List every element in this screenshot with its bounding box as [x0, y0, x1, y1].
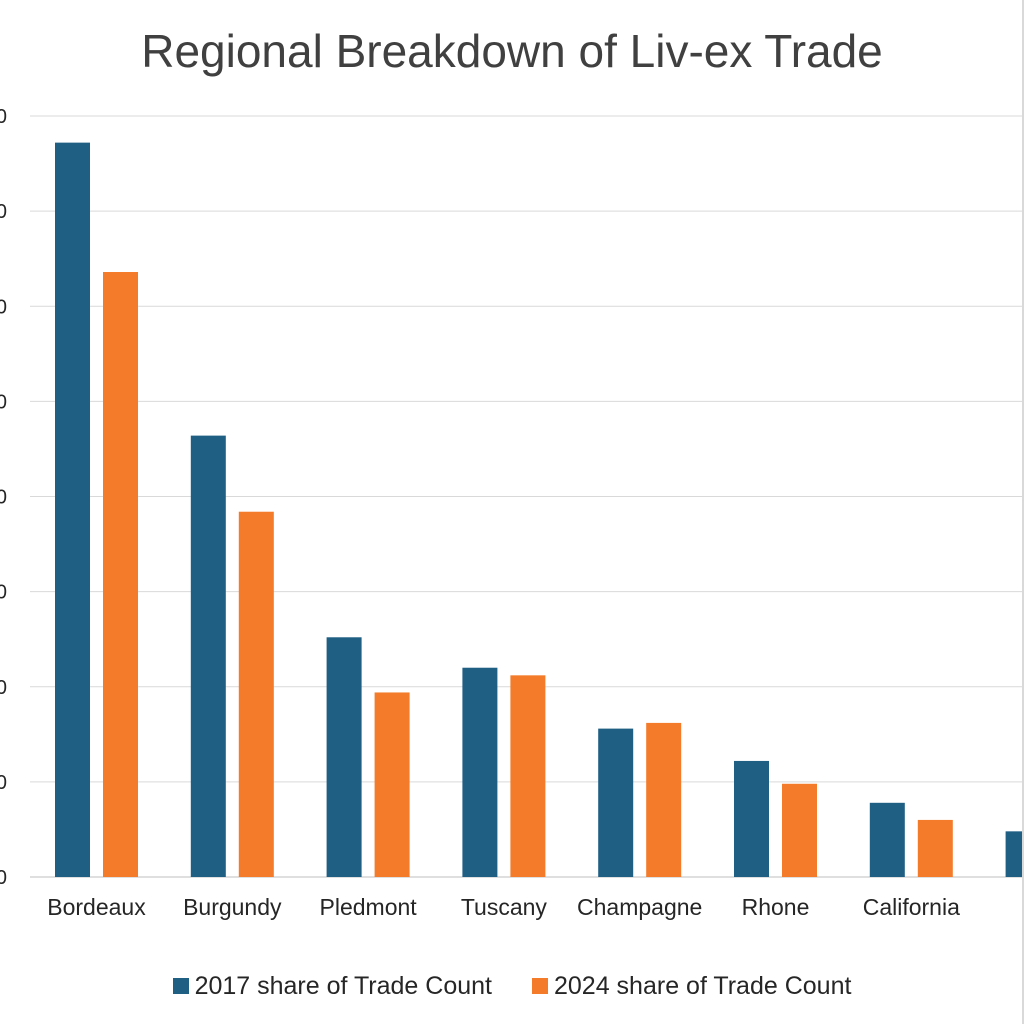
bar-2017-champagne[interactable]	[598, 728, 634, 877]
legend-label-series-2: 2024 share of Trade Count	[554, 971, 852, 1000]
x-tick-label: Bordeaux	[47, 894, 146, 920]
bar-2024-burgundy[interactable]	[238, 511, 274, 877]
x-tick-label: Burgundy	[183, 894, 282, 920]
bars	[55, 142, 1024, 877]
bar-2017-bordeaux[interactable]	[55, 142, 90, 877]
bar-2024-pledmont[interactable]	[374, 692, 410, 877]
bar-2017-california[interactable]	[869, 802, 905, 877]
chart-title: Regional Breakdown of Liv-ex Trade	[141, 25, 883, 77]
legend-swatch-series-2	[532, 978, 548, 994]
y-tick-label: 0	[0, 201, 7, 223]
bar-2017-burgundy[interactable]	[190, 435, 226, 877]
x-axis-tick-labels: Bordeaux Burgundy Pledmont Tuscany Champagne…	[47, 894, 960, 920]
x-tick-label: Tuscany	[461, 894, 548, 920]
y-tick-label: 0	[0, 867, 7, 889]
y-tick-label: 0	[0, 677, 7, 699]
legend-label-series-1: 2017 share of Trade Count	[194, 971, 492, 1000]
y-tick-label: 0	[0, 391, 7, 413]
y-tick-label: 0	[0, 772, 7, 794]
legend-swatch-series-1	[172, 978, 189, 994]
x-tick-label: Rhone	[742, 894, 810, 920]
y-tick-label: 0	[0, 582, 7, 604]
bar-2017-pledmont[interactable]	[326, 637, 362, 877]
legend: 2017 share of Trade Count 2024 share of …	[0, 968, 1022, 1004]
bar-2017-s-au[interactable]	[1005, 831, 1024, 877]
bar-2024-california[interactable]	[917, 819, 953, 877]
x-tick-label: Champagne	[577, 894, 702, 920]
y-tick-label: 0	[0, 106, 7, 128]
y-tick-label: 0	[0, 296, 7, 318]
y-axis-tick-labels: 0 0 0 0 0 0 0 0 0	[0, 106, 7, 889]
x-tick-label: Pledmont	[320, 894, 418, 920]
legend-item-series-1[interactable]: 2017 share of Trade Count	[172, 971, 492, 1001]
y-tick-label: 0	[0, 487, 7, 509]
legend-item-series-2[interactable]: 2024 share of Trade Count	[532, 972, 851, 1001]
bar-2017-rhone[interactable]	[734, 760, 769, 877]
bar-2017-tuscany[interactable]	[462, 667, 498, 877]
x-tick-label: California	[863, 894, 960, 920]
bar-2024-champagne[interactable]	[646, 722, 682, 877]
bar-2024-bordeaux[interactable]	[103, 272, 138, 877]
bar-2024-tuscany[interactable]	[510, 675, 546, 877]
bar-2024-rhone[interactable]	[782, 783, 817, 877]
